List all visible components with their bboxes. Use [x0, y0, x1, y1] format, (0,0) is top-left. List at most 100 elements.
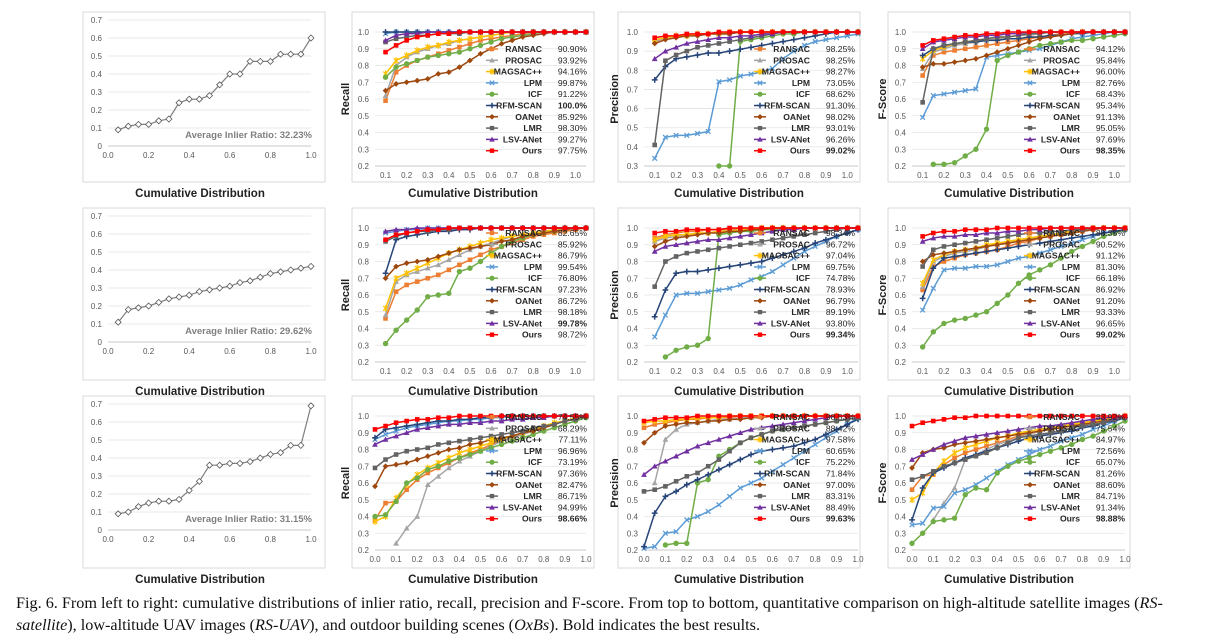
point-ours [1016, 225, 1021, 231]
point-ours [812, 225, 818, 231]
point-ours [695, 31, 700, 37]
point-lmr [663, 259, 668, 264]
point-oanet [651, 429, 658, 436]
point-icf [488, 39, 494, 45]
point-ours [994, 225, 1000, 231]
point-lmr [973, 239, 979, 244]
legend-entry: MAGSAC++ [494, 435, 542, 445]
point-ransac [425, 275, 431, 281]
point-ours [1122, 225, 1128, 231]
point-icf [1005, 52, 1011, 59]
point-ours [984, 31, 989, 36]
y-tick-label: 0.2 [895, 546, 907, 555]
point-ours [436, 31, 441, 36]
y-tick-label: 0.2 [358, 546, 370, 555]
point-lsv-anet [951, 233, 958, 239]
legend-entry: RANSAC [1043, 44, 1080, 54]
point-lpm [382, 431, 389, 438]
legend-marker [1027, 493, 1033, 499]
x-tick-label: 0.6 [485, 367, 497, 376]
legend-marker [489, 309, 495, 315]
legend-marker [1027, 414, 1033, 420]
legend-entry: LMR [1061, 491, 1080, 501]
point-lmr [727, 39, 732, 44]
point-icf [994, 300, 1000, 307]
inlier-ratio-point [256, 57, 264, 65]
point-ours [759, 29, 764, 35]
point-ours [488, 225, 494, 231]
legend-entry: LPM [524, 446, 542, 456]
legend-marker [1027, 436, 1033, 443]
point-prosac [403, 525, 410, 531]
point-lmr [573, 417, 578, 422]
y-tick-label: 0.9 [627, 241, 639, 250]
x-tick-label: 0.7 [1056, 555, 1068, 564]
point-icf [983, 126, 990, 132]
x-tick-label: 0.9 [1087, 367, 1099, 376]
point-ours [1112, 225, 1117, 231]
point-ours [1058, 29, 1064, 35]
point-rfm-scan [833, 426, 840, 433]
point-icf [662, 542, 669, 548]
legend-value: 75.22% [826, 457, 856, 467]
y-axis-label: Recall [340, 467, 352, 499]
legend-value: 97.04% [826, 251, 856, 261]
point-rfm-scan [705, 266, 712, 273]
point-oanet [694, 419, 701, 426]
y-tick-label: 0.7 [627, 462, 639, 471]
y-tick-label: 0.7 [358, 274, 370, 283]
point-lpm [1079, 236, 1086, 243]
point-lsv-anet [994, 230, 1001, 236]
point-prosac [456, 251, 463, 258]
caption-text-2: ), low-altitude UAV images ( [67, 616, 256, 634]
inlier-ratio-point [256, 273, 264, 281]
x-tick-label: 1.0 [1109, 171, 1121, 180]
point-ransac [920, 73, 925, 78]
legend-marker [489, 448, 495, 454]
x-tick-label: 0.7 [517, 555, 529, 564]
point-icf [673, 347, 679, 353]
legend-value: 68.43% [1096, 89, 1126, 99]
legend-marker [757, 448, 763, 454]
inlier-ratio-point [297, 50, 305, 58]
point-icf [477, 448, 484, 454]
x-tick-label: 0.4 [443, 367, 455, 376]
inlier-ratio-point [175, 495, 183, 503]
legend-value: 98.25% [826, 55, 856, 65]
point-lpm [716, 502, 722, 508]
legend-value: 60.65% [826, 446, 856, 456]
point-ours [812, 29, 818, 35]
point-ours [562, 29, 568, 35]
y-tick-label: 0.3 [627, 529, 639, 538]
point-rfm-scan [662, 493, 669, 500]
point-icf [498, 243, 505, 250]
point-ours [845, 29, 850, 35]
point-lsv-anet [919, 238, 926, 244]
point-lpm [737, 485, 744, 491]
legend-marker [757, 482, 763, 488]
point-oanet [509, 37, 516, 44]
point-lsv-anet [414, 225, 421, 231]
point-ransac [1005, 39, 1011, 45]
legend-value: 94.16% [558, 67, 588, 77]
point-magsacplusplus [403, 52, 410, 59]
x-tick-label: 0.0 [102, 151, 114, 160]
x-axis-label: Cumulative Distribution [135, 188, 265, 200]
legend-entry: RANSAC [773, 412, 810, 422]
point-icf [456, 455, 463, 461]
point-lsv-anet [748, 231, 754, 237]
point-oanet [1058, 424, 1064, 431]
legend-entry: LPM [524, 78, 542, 88]
y-tick-label: 0.7 [91, 212, 103, 221]
legend-entry: OANet [783, 480, 810, 490]
point-lsv-anet [393, 32, 399, 38]
x-tick-label: 0.0 [102, 535, 114, 544]
inlier-ratio-point [287, 441, 295, 449]
point-icf [994, 57, 1000, 64]
inlier-ratio-point [114, 126, 122, 134]
point-lsv-anet [919, 45, 926, 52]
point-lmr [509, 430, 515, 436]
point-ours [436, 227, 441, 232]
point-ours [855, 225, 861, 231]
legend-entry: LSV-ANet [771, 134, 810, 144]
